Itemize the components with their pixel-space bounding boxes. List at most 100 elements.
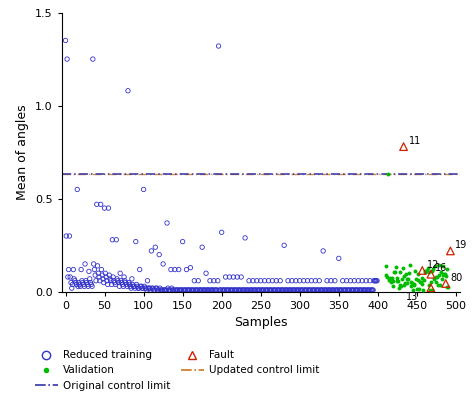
- Point: [114, 277, 122, 284]
- Point: [225, 287, 232, 294]
- Point: [279, 287, 286, 294]
- Point: [356, 287, 364, 294]
- Point: [373, 277, 381, 284]
- Point: [283, 287, 291, 294]
- Point: [182, 287, 190, 294]
- Point: [232, 287, 239, 294]
- Point: [361, 287, 368, 294]
- Point: [237, 274, 245, 280]
- Point: [389, 278, 396, 284]
- Point: [192, 287, 200, 294]
- Point: [241, 234, 249, 241]
- Point: [195, 287, 203, 294]
- Point: [366, 277, 374, 284]
- Point: [316, 287, 324, 294]
- Point: [298, 287, 305, 294]
- Point: [364, 287, 372, 294]
- Point: [181, 287, 189, 294]
- Point: [107, 277, 115, 284]
- Point: [418, 280, 425, 287]
- Point: [235, 287, 243, 294]
- Point: [309, 287, 316, 294]
- Point: [332, 287, 339, 294]
- Point: [372, 277, 379, 284]
- Point: [393, 274, 401, 281]
- Point: [317, 287, 325, 294]
- Point: [280, 287, 287, 294]
- Point: [100, 279, 108, 286]
- Point: [99, 272, 106, 279]
- Point: [224, 287, 232, 294]
- Point: [65, 266, 73, 273]
- Point: [118, 279, 126, 286]
- Point: [99, 276, 107, 282]
- Point: [170, 287, 178, 294]
- Point: [131, 285, 139, 291]
- Point: [185, 287, 192, 294]
- Point: [124, 88, 132, 94]
- Point: [163, 287, 170, 294]
- Point: [291, 287, 298, 294]
- Point: [443, 284, 450, 290]
- Point: [104, 281, 111, 288]
- Point: [263, 287, 270, 294]
- Point: [240, 287, 247, 294]
- Point: [133, 281, 140, 288]
- Point: [302, 287, 310, 294]
- Point: [94, 262, 101, 269]
- Point: [264, 287, 272, 294]
- Point: [433, 274, 441, 280]
- Point: [322, 287, 330, 294]
- Point: [80, 281, 87, 288]
- Point: [70, 276, 78, 282]
- Point: [169, 287, 176, 294]
- Point: [77, 266, 85, 273]
- Point: [333, 287, 341, 294]
- Point: [219, 287, 227, 294]
- Point: [196, 287, 204, 294]
- Point: [294, 287, 302, 294]
- Point: [155, 287, 162, 294]
- Point: [409, 287, 417, 294]
- Point: [423, 267, 431, 274]
- Point: [112, 281, 119, 288]
- Point: [387, 279, 395, 285]
- Point: [257, 277, 264, 284]
- Point: [70, 266, 77, 273]
- Point: [142, 285, 150, 291]
- Point: [315, 287, 322, 294]
- Point: [84, 283, 92, 290]
- Point: [401, 279, 409, 286]
- Point: [152, 285, 160, 291]
- Point: [442, 273, 449, 280]
- Point: [297, 287, 304, 294]
- Point: [348, 287, 356, 294]
- Point: [357, 287, 365, 294]
- Point: [359, 287, 367, 294]
- Point: [428, 268, 436, 274]
- Point: [264, 277, 272, 284]
- Point: [295, 287, 303, 294]
- Point: [370, 277, 378, 284]
- Point: [293, 287, 301, 294]
- Point: [127, 283, 134, 290]
- Point: [269, 277, 276, 284]
- Point: [74, 283, 82, 290]
- Text: 13: 13: [406, 292, 418, 302]
- Point: [258, 287, 265, 294]
- Point: [122, 279, 129, 286]
- Point: [354, 287, 361, 294]
- Point: [108, 281, 115, 288]
- Point: [271, 287, 279, 294]
- Point: [211, 287, 219, 294]
- X-axis label: Samples: Samples: [234, 317, 287, 329]
- Point: [422, 267, 430, 274]
- Point: [288, 277, 296, 284]
- Point: [411, 267, 419, 274]
- Point: [135, 285, 143, 291]
- Point: [227, 287, 235, 294]
- Point: [437, 269, 445, 275]
- Point: [78, 277, 86, 284]
- Point: [205, 287, 212, 294]
- Point: [246, 287, 254, 294]
